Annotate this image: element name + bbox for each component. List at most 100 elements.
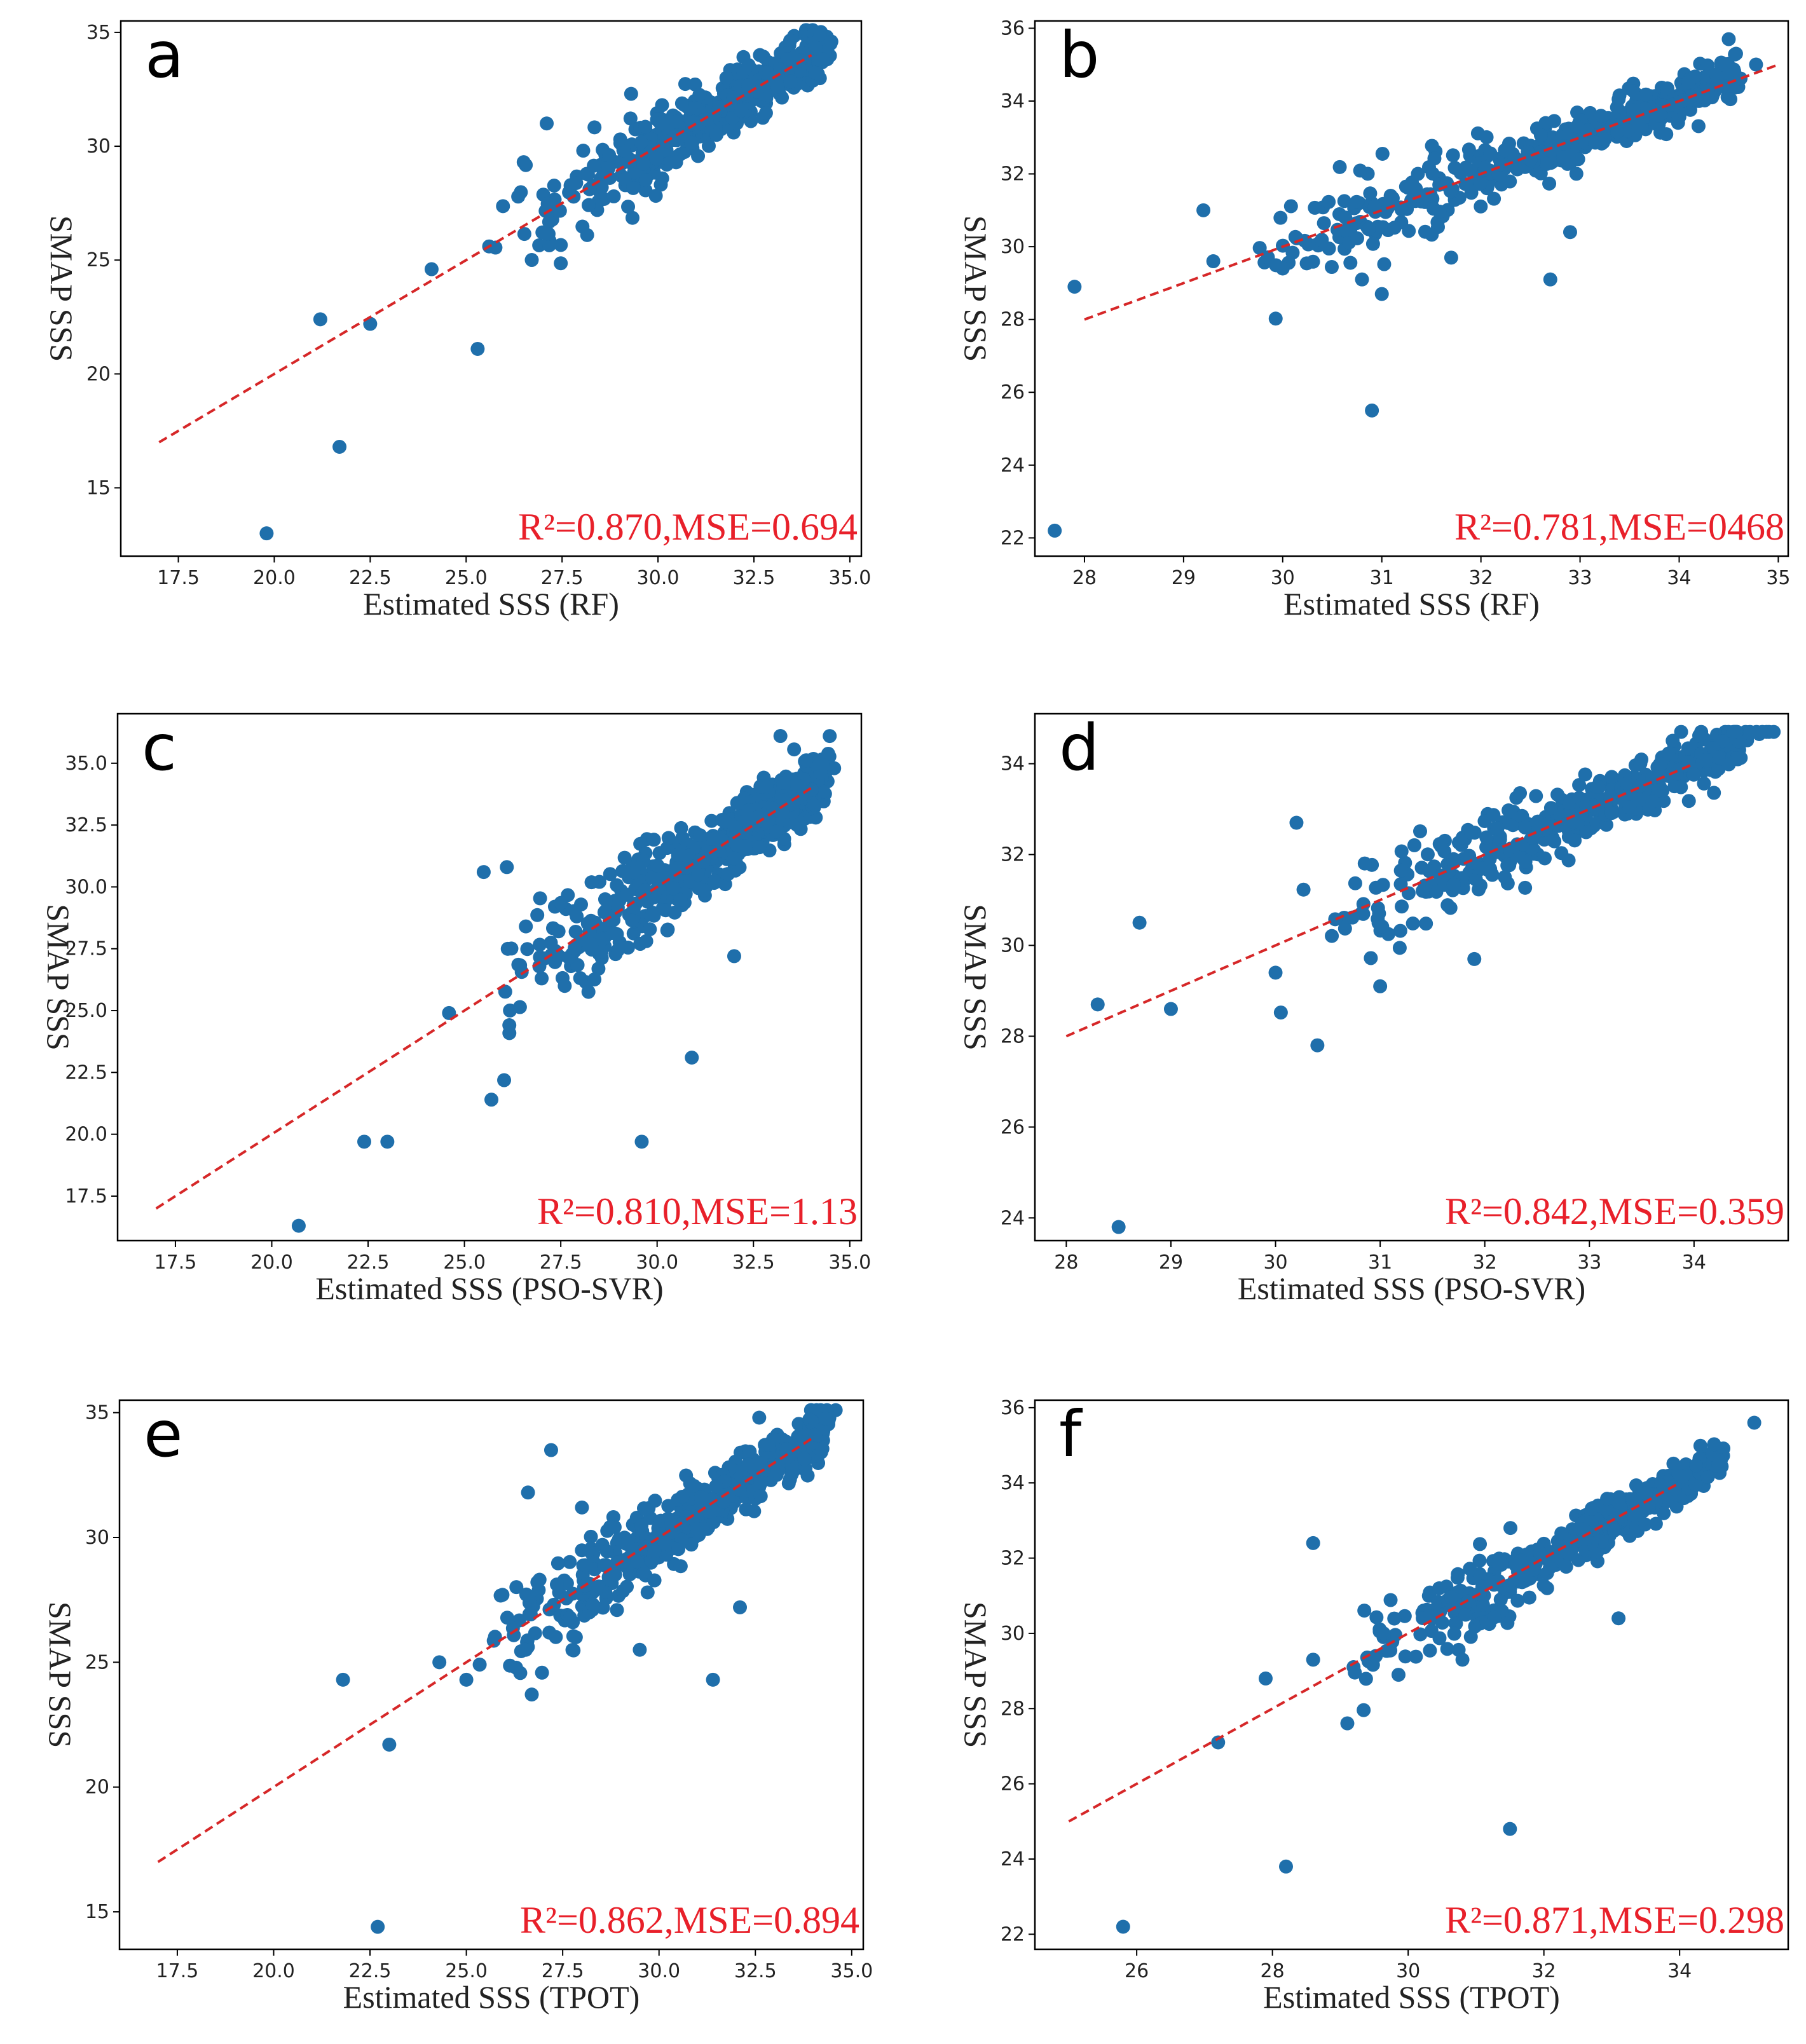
data-point <box>1332 160 1347 174</box>
panel-letter: a <box>145 18 184 92</box>
data-point <box>1365 403 1379 418</box>
data-point <box>1353 163 1367 178</box>
data-point <box>1422 864 1437 878</box>
y-tick-label: 24 <box>1001 1207 1025 1229</box>
data-point <box>1563 225 1577 240</box>
data-point <box>540 196 555 211</box>
data-point <box>1440 1642 1454 1656</box>
data-point <box>1467 951 1482 966</box>
data-point <box>1645 770 1660 785</box>
x-tick-label: 31 <box>1370 567 1394 589</box>
data-point <box>1418 878 1432 893</box>
data-point <box>500 1611 514 1625</box>
data-point <box>1700 58 1715 73</box>
data-point <box>1513 786 1528 800</box>
data-point <box>1387 1611 1402 1626</box>
data-point <box>1721 32 1736 46</box>
data-point <box>1632 793 1646 807</box>
data-point <box>1413 1627 1428 1642</box>
data-point <box>1355 272 1369 287</box>
data-point <box>507 1628 521 1642</box>
panel-b: 28 29 30 31 32 33 34 35 22 24 26 28 30 32 34 36 Estimate… <box>958 17 1791 622</box>
data-point <box>540 116 554 131</box>
data-point <box>1579 800 1594 814</box>
data-point <box>503 1003 517 1018</box>
data-point <box>1252 241 1267 256</box>
panel-letter: d <box>1059 711 1099 785</box>
data-point <box>694 1490 708 1505</box>
data-point <box>615 864 630 878</box>
data-point <box>638 883 652 897</box>
data-point <box>1638 1517 1652 1532</box>
y-tick-label: 34 <box>1001 1472 1025 1494</box>
data-point <box>1409 182 1423 196</box>
data-point <box>513 958 528 972</box>
data-point <box>1535 144 1549 159</box>
y-axis-title: SMAP SSS <box>43 1602 78 1748</box>
x-tick-label: 35.0 <box>830 1960 873 1982</box>
x-tick-label: 30 <box>1263 1251 1287 1274</box>
data-point <box>1568 833 1582 848</box>
panel-d: 28 29 30 31 32 33 34 24 26 28 30 32 34 Estimated SSS … <box>958 711 1789 1306</box>
data-point <box>603 170 617 185</box>
data-point <box>1491 1557 1505 1571</box>
data-point <box>498 985 512 999</box>
data-point <box>1543 272 1557 287</box>
data-point <box>1348 1665 1362 1680</box>
y-tick-label: 22 <box>1001 1923 1025 1945</box>
data-point <box>1641 1501 1656 1515</box>
data-point <box>1325 929 1339 943</box>
data-point <box>1728 47 1742 62</box>
data-point <box>1517 1567 1531 1582</box>
data-point <box>1444 250 1458 265</box>
data-point <box>1365 236 1380 251</box>
data-point <box>1463 1562 1477 1576</box>
y-tick-label: 30 <box>85 1527 109 1549</box>
x-tick-label: 26 <box>1125 1960 1149 1982</box>
x-tick-label: 33 <box>1568 567 1592 589</box>
data-point <box>646 833 661 847</box>
y-tick-label: 30 <box>1001 1623 1025 1645</box>
data-point <box>587 158 601 173</box>
data-point <box>1536 1578 1551 1593</box>
data-point <box>575 1543 589 1558</box>
data-point <box>1340 1716 1355 1731</box>
data-point <box>734 104 748 118</box>
x-tick-label: 32 <box>1469 567 1493 589</box>
data-point <box>1440 898 1455 913</box>
data-point <box>598 892 612 906</box>
y-axis-title: SMAP SSS <box>44 215 79 362</box>
data-point <box>727 851 741 866</box>
data-point <box>1508 1558 1523 1572</box>
data-point <box>1337 922 1352 936</box>
data-point <box>1289 815 1304 830</box>
data-point <box>652 846 667 861</box>
data-point <box>1500 858 1515 873</box>
data-point <box>1699 753 1713 767</box>
data-point <box>1363 186 1378 201</box>
data-point <box>1707 1437 1721 1452</box>
data-point <box>701 139 716 153</box>
data-point <box>1258 1671 1273 1686</box>
data-point <box>1502 1578 1517 1593</box>
data-point <box>1657 794 1671 808</box>
data-point <box>1163 1002 1178 1016</box>
data-point <box>690 1522 704 1536</box>
data-point <box>558 979 572 993</box>
data-point <box>623 111 638 126</box>
y-tick-label: 15 <box>86 477 111 500</box>
data-point <box>616 143 631 158</box>
data-point <box>669 155 683 170</box>
data-point <box>660 923 674 937</box>
x-tick-label: 28 <box>1261 1960 1285 1982</box>
data-point <box>810 66 824 81</box>
data-point <box>1474 199 1488 214</box>
data-point <box>1361 222 1376 236</box>
data-point <box>575 219 590 234</box>
data-point <box>1561 853 1576 868</box>
data-point <box>1671 116 1685 130</box>
stat-annotation: R²=0.842,MSE=0.359 <box>1445 1190 1784 1232</box>
x-axis-title: Estimated SSS (RF) <box>1283 586 1540 622</box>
x-tick-label: 17.5 <box>154 1251 197 1274</box>
y-tick-label: 20 <box>85 1776 109 1799</box>
